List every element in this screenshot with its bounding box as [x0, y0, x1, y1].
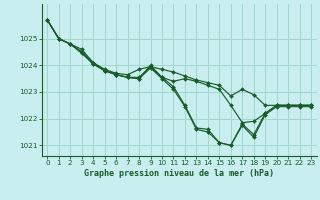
X-axis label: Graphe pression niveau de la mer (hPa): Graphe pression niveau de la mer (hPa) — [84, 169, 274, 178]
